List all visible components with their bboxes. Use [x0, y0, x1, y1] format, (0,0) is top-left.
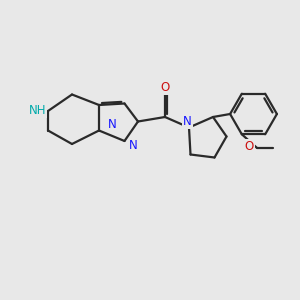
Text: N: N: [129, 139, 138, 152]
Text: N: N: [183, 115, 192, 128]
Text: N: N: [107, 118, 116, 131]
Text: O: O: [244, 140, 254, 153]
Text: NH: NH: [29, 104, 46, 118]
Text: O: O: [160, 81, 169, 94]
